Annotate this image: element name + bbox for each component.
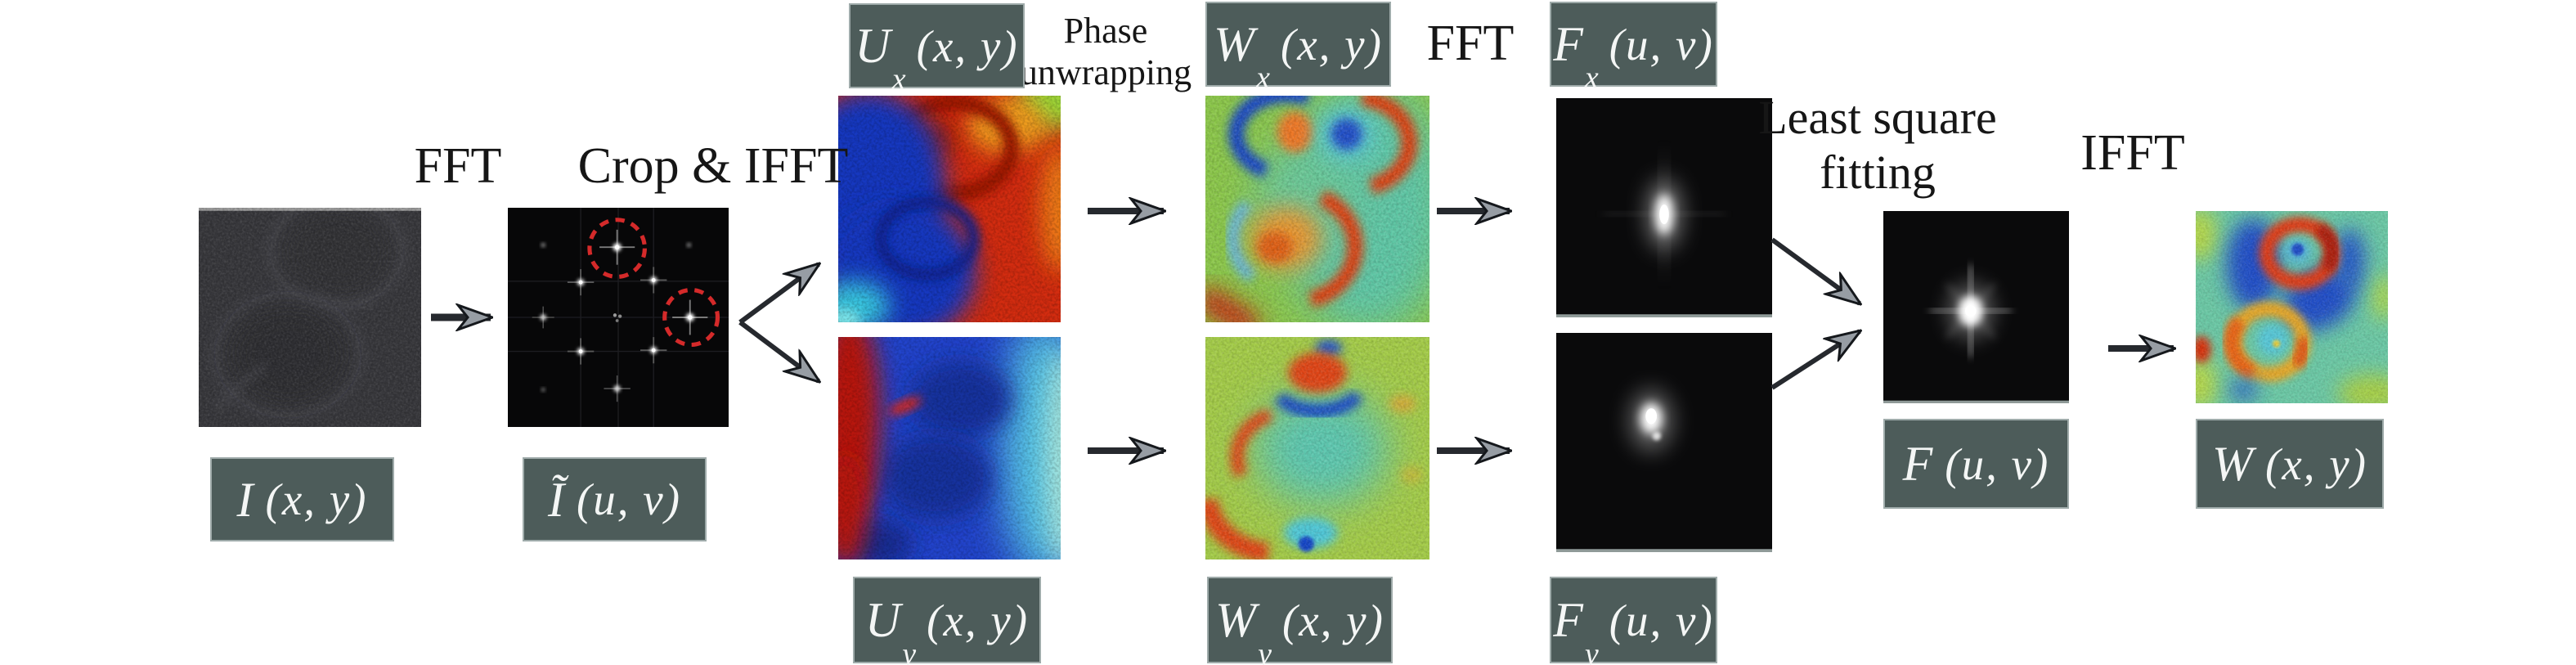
unwrapped-phase-x-image bbox=[1205, 96, 1429, 322]
node-label-wy-symbol: W bbox=[1215, 593, 1257, 647]
step-label-fft-2: FFT bbox=[1426, 16, 1515, 71]
step-label-least-square-line1: Least square bbox=[1758, 91, 1997, 144]
node-label-spectrum-symbol: Ĩ bbox=[547, 472, 564, 527]
arrow-fit-lower bbox=[1770, 331, 1860, 390]
node-label-f: F (u, v) bbox=[1883, 419, 2069, 509]
node-label-spectrum-args: (u, v) bbox=[576, 474, 682, 524]
fourier-spectrum-image bbox=[508, 208, 729, 427]
unwrapped-phase-y-image bbox=[1205, 337, 1429, 559]
node-label-input: I (x, y) bbox=[210, 457, 394, 541]
node-label-input-args: (x, y) bbox=[265, 474, 368, 524]
step-label-crop-ifft: Crop & IFFT bbox=[577, 138, 849, 194]
arrow-fit-upper bbox=[1770, 237, 1860, 303]
step-label-phase-unwrapping-line2: unwrapping bbox=[1019, 52, 1192, 93]
node-label-uy-symbol: U bbox=[864, 593, 901, 647]
node-label-wx-subscript: x bbox=[1256, 61, 1270, 95]
step-label-phase-unwrapping: Phase unwrapping bbox=[1020, 10, 1192, 93]
node-label-wy-subscript: y bbox=[1258, 637, 1272, 665]
wrapped-phase-x-image bbox=[838, 96, 1061, 322]
node-label-wx-args: (x, y) bbox=[1280, 19, 1383, 70]
step-label-phase-unwrapping-line1: Phase bbox=[1063, 11, 1148, 51]
spectrum-y-image bbox=[1556, 333, 1772, 552]
node-label-fx-args: (u, v) bbox=[1609, 19, 1714, 70]
step-label-fft-1: FFT bbox=[414, 138, 502, 194]
arrow-crop-lower bbox=[738, 320, 819, 381]
node-label-w: W (x, y) bbox=[2196, 419, 2384, 509]
node-label-uy-subscript: y bbox=[902, 637, 917, 665]
node-label-fy-symbol: F bbox=[1553, 593, 1583, 647]
step-label-ifft: IFFT bbox=[2080, 125, 2185, 181]
spectrum-peaks bbox=[532, 229, 708, 402]
node-label-fy-args: (u, v) bbox=[1609, 595, 1714, 645]
node-label-input-symbol: I bbox=[236, 472, 254, 527]
node-label-fx-symbol: F bbox=[1553, 17, 1583, 71]
wrapped-phase-y-image bbox=[838, 337, 1061, 559]
node-label-ux-args: (x, y) bbox=[916, 20, 1019, 71]
node-label-ux-subscript: x bbox=[891, 62, 906, 97]
fitted-spectrum-image bbox=[1883, 211, 2069, 403]
node-label-f-args: (u, v) bbox=[1945, 438, 2050, 489]
node-label-uy-args: (x, y) bbox=[927, 595, 1030, 645]
node-label-ux-symbol: U bbox=[855, 19, 891, 73]
step-label-least-square-fitting: Least square fitting bbox=[1758, 90, 1996, 200]
node-label-fy-subscript: y bbox=[1584, 637, 1599, 665]
node-label-wy-args: (x, y) bbox=[1281, 595, 1384, 645]
node-label-fx-subscript: x bbox=[1584, 61, 1599, 95]
spectrum-x-image bbox=[1556, 98, 1772, 317]
arrow-crop-upper bbox=[738, 264, 819, 325]
node-label-w-symbol: W bbox=[2212, 437, 2253, 491]
node-label-spectrum: Ĩ (u, v) bbox=[523, 457, 707, 541]
node-label-f-symbol: F bbox=[1902, 437, 1933, 491]
node-label-w-args: (x, y) bbox=[2265, 438, 2367, 489]
hologram-image bbox=[199, 208, 421, 427]
node-label-wx-symbol: W bbox=[1214, 17, 1255, 71]
step-label-least-square-line2: fitting bbox=[1820, 146, 1936, 200]
wavefront-image bbox=[2196, 211, 2388, 403]
